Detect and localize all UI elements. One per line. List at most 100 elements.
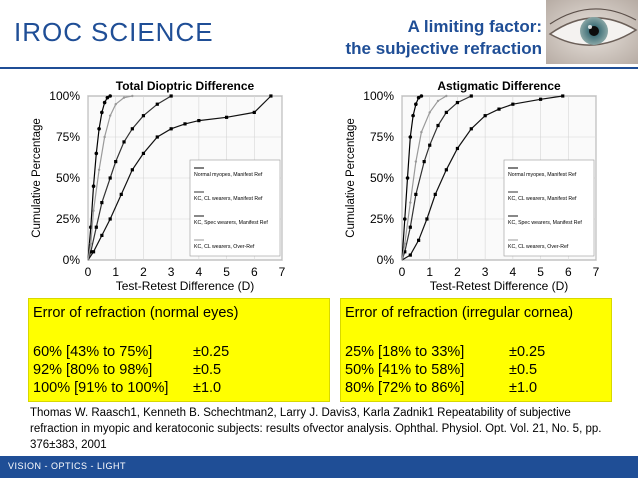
box-right-heading: Error of refraction (irregular cornea) xyxy=(345,305,574,321)
data-point xyxy=(469,94,473,98)
box-left-row: 92% [80% to 98%] xyxy=(33,362,153,378)
x-tick-label: 0 xyxy=(399,265,406,279)
x-tick-label: 2 xyxy=(454,265,461,279)
data-point xyxy=(141,114,146,118)
x-axis-label: Test-Retest Difference (D) xyxy=(430,279,569,293)
data-point xyxy=(89,242,92,245)
eye-image xyxy=(546,0,638,64)
box-left-value: ±1.0 xyxy=(193,380,222,396)
data-point xyxy=(105,95,110,100)
data-point xyxy=(403,242,406,245)
chart-svg: Astigmatic Difference 0 1 2 3 4 5 6 7 0% 25% 50% 75%… xyxy=(345,79,600,293)
x-tick-label: 6 xyxy=(251,265,258,279)
data-point xyxy=(224,115,229,119)
x-tick-label: 1 xyxy=(426,265,433,279)
x-tick-label: 5 xyxy=(223,265,230,279)
y-axis-label: Cumulative Percentage xyxy=(345,118,357,238)
x-tick-label: 6 xyxy=(565,265,572,279)
box-right-value: ±1.0 xyxy=(509,380,538,396)
data-point xyxy=(100,110,104,115)
x-tick-label: 2 xyxy=(140,265,147,279)
box-irregular-cornea: Error of refraction (irregular cornea) 2… xyxy=(340,298,612,402)
data-point xyxy=(444,110,448,114)
slide-title: A limiting factor: the subjective refrac… xyxy=(345,16,542,60)
legend-box xyxy=(189,159,281,257)
box-left-row: 60% [43% to 75%] xyxy=(33,344,153,360)
x-tick-label: 3 xyxy=(168,265,175,279)
data-point xyxy=(402,217,407,221)
box-right-value: ±0.5 xyxy=(509,362,538,378)
slide-title-line1: A limiting factor: xyxy=(407,17,542,36)
data-point xyxy=(414,192,418,196)
data-point xyxy=(428,111,431,114)
chart-astigmatic: Astigmatic Difference 0 1 2 3 4 5 6 7 0% 25% 50% 75%… xyxy=(338,74,620,296)
data-point xyxy=(420,130,423,134)
data-point xyxy=(169,94,173,98)
data-point xyxy=(416,95,421,100)
data-point xyxy=(119,192,123,196)
legend-box xyxy=(503,159,595,257)
data-point xyxy=(108,217,112,221)
data-point xyxy=(102,100,107,105)
y-tick-label: 100% xyxy=(363,89,394,103)
x-tick-label: 3 xyxy=(482,265,489,279)
data-point xyxy=(197,119,201,123)
data-point xyxy=(433,192,437,196)
footer-text: VISION - OPTICS - LIGHT xyxy=(8,461,127,471)
data-point xyxy=(445,94,448,98)
y-tick-label: 0% xyxy=(377,253,395,267)
data-point xyxy=(252,110,256,114)
chart-total-dioptric: Total Dioptric Difference 0 1 2 3 4 5 6 7 0% 25% 50… xyxy=(24,74,306,296)
x-tick-label: 4 xyxy=(196,265,203,279)
data-point xyxy=(131,94,134,98)
legend-entry: KC, Spec wearers, Manifest Ref xyxy=(194,220,268,226)
x-tick-label: 0 xyxy=(85,265,92,279)
series-line xyxy=(401,95,447,261)
box-right-row: 80% [72% to 86%] xyxy=(345,380,465,396)
data-point xyxy=(408,225,412,229)
data-point xyxy=(414,102,418,106)
data-point xyxy=(422,160,426,164)
data-point xyxy=(114,103,117,106)
data-point xyxy=(436,123,440,128)
slide-title-line2: the subjective refraction xyxy=(345,39,542,58)
data-point xyxy=(469,127,473,131)
data-point xyxy=(419,94,424,98)
data-point xyxy=(414,160,418,163)
data-point xyxy=(141,151,146,155)
chart-title: Total Dioptric Difference xyxy=(116,79,255,93)
box-right-row: 50% [41% to 58%] xyxy=(345,362,465,378)
y-axis-label: Cumulative Percentage xyxy=(31,118,43,238)
x-tick-label: 7 xyxy=(279,265,286,279)
data-point xyxy=(269,94,273,98)
box-right-row: 25% [18% to 33%] xyxy=(345,344,465,360)
data-point xyxy=(428,143,432,147)
data-point xyxy=(408,135,413,139)
data-point xyxy=(108,176,112,180)
x-axis-label: Test-Retest Difference (D) xyxy=(116,279,255,293)
x-tick-label: 7 xyxy=(593,265,600,279)
data-point xyxy=(444,168,448,172)
box-left-heading: Error of refraction (normal eyes) xyxy=(33,305,239,321)
data-point xyxy=(91,250,96,254)
chart-title: Astigmatic Difference xyxy=(437,79,561,93)
data-point xyxy=(405,176,410,180)
series-line xyxy=(87,95,272,261)
box-left-value: ±0.5 xyxy=(193,362,222,378)
x-tick-label: 5 xyxy=(537,265,544,279)
header-rule xyxy=(0,67,638,69)
data-point xyxy=(89,250,93,254)
data-point xyxy=(417,238,421,242)
data-point xyxy=(103,135,106,139)
data-point xyxy=(455,100,460,105)
data-point xyxy=(97,127,101,131)
data-point xyxy=(108,94,112,98)
y-tick-label: 100% xyxy=(49,89,80,103)
data-point xyxy=(511,102,515,106)
data-point xyxy=(108,114,112,117)
data-point xyxy=(561,94,565,98)
data-point xyxy=(538,97,543,101)
data-point xyxy=(436,99,440,103)
y-tick-label: 25% xyxy=(370,212,394,226)
data-point xyxy=(130,168,134,172)
